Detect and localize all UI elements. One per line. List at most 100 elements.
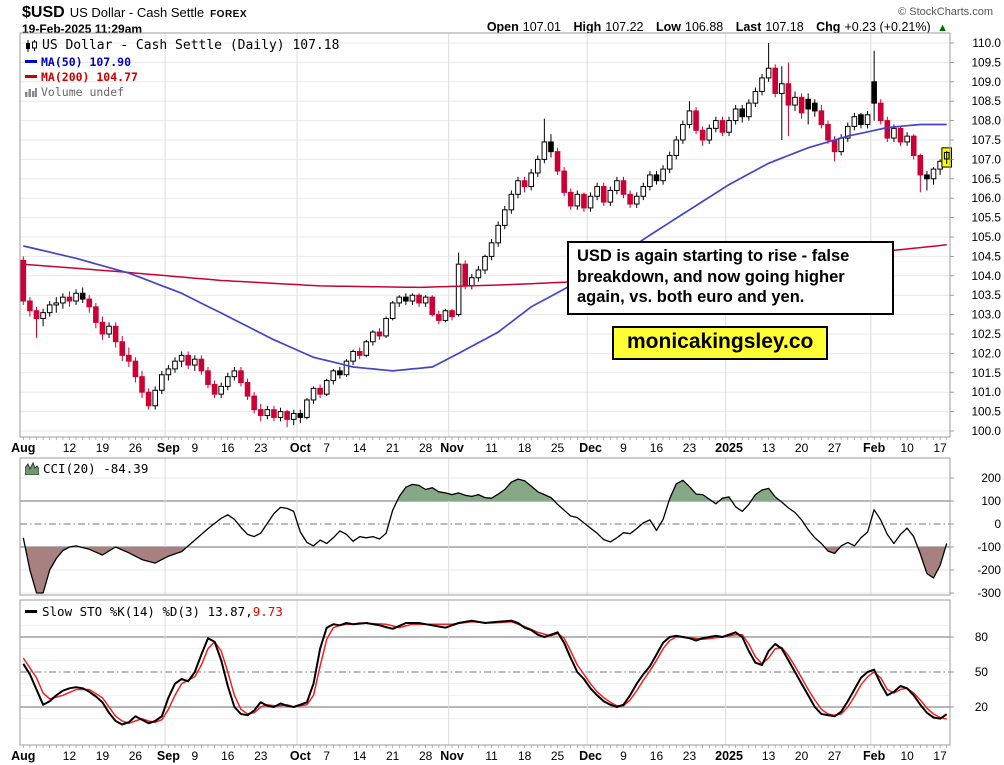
last-value: 107.18 bbox=[765, 20, 804, 34]
svg-text:16: 16 bbox=[221, 749, 235, 763]
cci-legend: CCI(20) -84.39 bbox=[24, 461, 148, 476]
svg-text:16: 16 bbox=[221, 441, 235, 455]
ma50-line bbox=[23, 123, 947, 372]
svg-text:13: 13 bbox=[762, 441, 776, 455]
svg-text:Feb: Feb bbox=[863, 441, 886, 455]
svg-text:105.0: 105.0 bbox=[971, 230, 1001, 244]
cci-area-icon bbox=[24, 461, 40, 476]
chg-label: Chg bbox=[816, 20, 841, 34]
open-value: 107.01 bbox=[522, 20, 562, 34]
header: $USD US Dollar - Cash Settle FOREX © Stock… bbox=[22, 4, 997, 22]
svg-text:106.5: 106.5 bbox=[971, 172, 1001, 186]
svg-text:105.5: 105.5 bbox=[971, 211, 1001, 225]
cci-frame bbox=[19, 457, 951, 596]
svg-text:104.5: 104.5 bbox=[971, 249, 1001, 263]
svg-text:Feb: Feb bbox=[863, 749, 886, 763]
price-legend: US Dollar - Cash Settle (Daily) 107.18 M… bbox=[25, 37, 339, 99]
ma50-legend-label: MA(50) 107.90 bbox=[41, 54, 132, 69]
svg-text:10: 10 bbox=[900, 441, 914, 455]
high-label: High bbox=[573, 20, 602, 34]
last-label: Last bbox=[735, 20, 762, 34]
svg-text:109.5: 109.5 bbox=[971, 55, 1001, 69]
svg-text:19: 19 bbox=[96, 441, 110, 455]
chg-value: +0.23 (+0.21%) bbox=[844, 20, 931, 34]
svg-text:23: 23 bbox=[683, 749, 697, 763]
cci-line bbox=[22, 478, 948, 594]
svg-text:2025: 2025 bbox=[715, 441, 743, 455]
candlesticks bbox=[20, 43, 953, 428]
svg-text:27: 27 bbox=[828, 749, 842, 763]
svg-text:109.0: 109.0 bbox=[971, 75, 1001, 89]
svg-text:16: 16 bbox=[650, 441, 664, 455]
svg-text:21: 21 bbox=[386, 749, 400, 763]
svg-text:23: 23 bbox=[683, 441, 697, 455]
cci-fill bbox=[25, 479, 946, 593]
low-value: 106.88 bbox=[685, 20, 724, 34]
svg-text:9: 9 bbox=[620, 749, 627, 763]
svg-text:100: 100 bbox=[981, 494, 1001, 508]
svg-text:7: 7 bbox=[323, 441, 330, 455]
svg-text:17: 17 bbox=[933, 749, 947, 763]
price-month-gridlines bbox=[164, 33, 872, 437]
svg-text:9: 9 bbox=[191, 749, 198, 763]
svg-text:28: 28 bbox=[419, 749, 433, 763]
quote-row: 19-Feb-2025 11:29am Open 107.01 High 107.2… bbox=[22, 20, 948, 38]
svg-text:20: 20 bbox=[795, 441, 809, 455]
svg-text:110.0: 110.0 bbox=[972, 36, 1001, 50]
price-x-labels: Aug 12 19 26 Sep 9 16 23 Oct 7 14 21 28 Nov 11 18 25 Dec 9… bbox=[11, 441, 947, 455]
svg-text:26: 26 bbox=[129, 749, 143, 763]
svg-text:Nov: Nov bbox=[440, 749, 464, 763]
svg-text:-100: -100 bbox=[977, 540, 1001, 554]
svg-text:10: 10 bbox=[900, 749, 914, 763]
svg-text:23: 23 bbox=[254, 441, 268, 455]
price-x-ticks bbox=[22, 437, 948, 440]
low-label: Low bbox=[656, 20, 681, 34]
sto-k-line bbox=[22, 619, 948, 726]
copyright-label: © StockCharts.com bbox=[898, 6, 993, 18]
svg-text:18: 18 bbox=[518, 749, 532, 763]
price-legend-title: US Dollar - Cash Settle (Daily) 107.18 bbox=[42, 38, 340, 53]
sto-x-labels: Aug 12 19 26 Sep 9 16 23 Oct 7 14 21 28 Nov 11 18 25 Dec 9… bbox=[11, 749, 947, 763]
svg-text:102.0: 102.0 bbox=[971, 346, 1001, 360]
svg-text:Nov: Nov bbox=[440, 441, 464, 455]
open-label: Open bbox=[486, 20, 519, 34]
cci-month-gridlines bbox=[164, 458, 872, 595]
svg-text:-300: -300 bbox=[977, 586, 1001, 600]
svg-text:25: 25 bbox=[551, 441, 565, 455]
svg-text:Aug: Aug bbox=[11, 749, 35, 763]
sto-legend-label-d: 9.73 bbox=[252, 604, 283, 619]
svg-text:26: 26 bbox=[129, 441, 143, 455]
ma200-legend-label: MA(200) 104.77 bbox=[41, 69, 138, 84]
svg-text:13: 13 bbox=[762, 749, 776, 763]
svg-text:12: 12 bbox=[63, 749, 77, 763]
sto-line-swatch bbox=[25, 610, 37, 613]
volume-legend-label: Volume undef bbox=[41, 84, 125, 99]
svg-text:104.0: 104.0 bbox=[971, 269, 1001, 283]
sto-legend: Slow STO %K(14) %D(3) 13.87, 9.73 bbox=[25, 604, 283, 619]
svg-text:17: 17 bbox=[933, 441, 947, 455]
cci-gridlines bbox=[20, 477, 950, 594]
svg-text:Oct: Oct bbox=[290, 749, 312, 763]
change-up-triangle-icon: ▲ bbox=[937, 22, 948, 34]
sto-y-axis: 80 50 20 bbox=[950, 630, 988, 714]
svg-text:Sep: Sep bbox=[157, 441, 180, 455]
svg-text:-200: -200 bbox=[977, 563, 1001, 577]
svg-text:103.0: 103.0 bbox=[971, 308, 1001, 322]
svg-text:108.5: 108.5 bbox=[971, 94, 1001, 108]
ma200-swatch bbox=[25, 75, 37, 78]
svg-text:100.0: 100.0 bbox=[971, 424, 1001, 438]
ma50-swatch bbox=[25, 60, 37, 63]
svg-text:0: 0 bbox=[994, 517, 1001, 531]
svg-text:9: 9 bbox=[191, 441, 198, 455]
exchange-label: FOREX bbox=[210, 9, 248, 20]
svg-text:23: 23 bbox=[254, 749, 268, 763]
svg-text:108.0: 108.0 bbox=[971, 114, 1001, 128]
svg-text:102.5: 102.5 bbox=[971, 327, 1001, 341]
svg-text:106.0: 106.0 bbox=[971, 191, 1001, 205]
svg-text:2025: 2025 bbox=[715, 749, 743, 763]
watermark-label: monicakingsley.co bbox=[612, 326, 829, 360]
svg-text:Aug: Aug bbox=[11, 441, 35, 455]
svg-text:100.5: 100.5 bbox=[971, 405, 1001, 419]
svg-text:18: 18 bbox=[518, 441, 532, 455]
